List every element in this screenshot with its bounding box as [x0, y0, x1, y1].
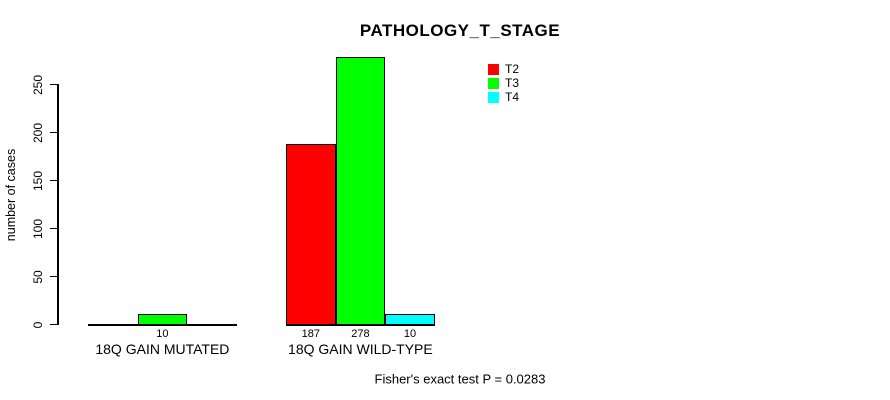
category-label: 18Q GAIN WILD-TYPE [288, 341, 433, 357]
y-axis-tick [50, 179, 58, 181]
y-axis-tick-label: 150 [31, 170, 45, 191]
y-axis-tick [50, 227, 58, 229]
y-axis-tick-label: 250 [31, 74, 45, 95]
y-axis-tick [50, 83, 58, 85]
bar-t3-18q-gain-mutated [137, 314, 188, 325]
bar-value-label: 10 [403, 328, 417, 340]
category-label: 18Q GAIN MUTATED [95, 341, 230, 357]
statistical-test-annotation: Fisher's exact test P = 0.0283 [374, 371, 546, 387]
bar-value-label: 278 [351, 328, 370, 340]
y-axis-tick-label: 50 [31, 269, 45, 284]
y-axis-tick [50, 323, 58, 325]
chart-title: PATHOLOGY_T_STAGE [359, 21, 561, 40]
bar-value-label: 10 [156, 328, 169, 340]
y-axis-tick [50, 275, 58, 277]
y-axis-tick-label: 200 [31, 122, 45, 143]
bar-t2-18q-gain-wild-type [286, 144, 336, 325]
y-axis-tick-label: 0 [31, 321, 45, 328]
bar-t3-18q-gain-wild-type [335, 57, 386, 325]
bar-value-label: 187 [301, 328, 320, 340]
y-axis-line [57, 84, 59, 325]
y-axis-tick-label: 100 [31, 218, 45, 239]
bar-t4-18q-gain-wild-type [385, 314, 435, 325]
y-axis-tick [50, 131, 58, 133]
